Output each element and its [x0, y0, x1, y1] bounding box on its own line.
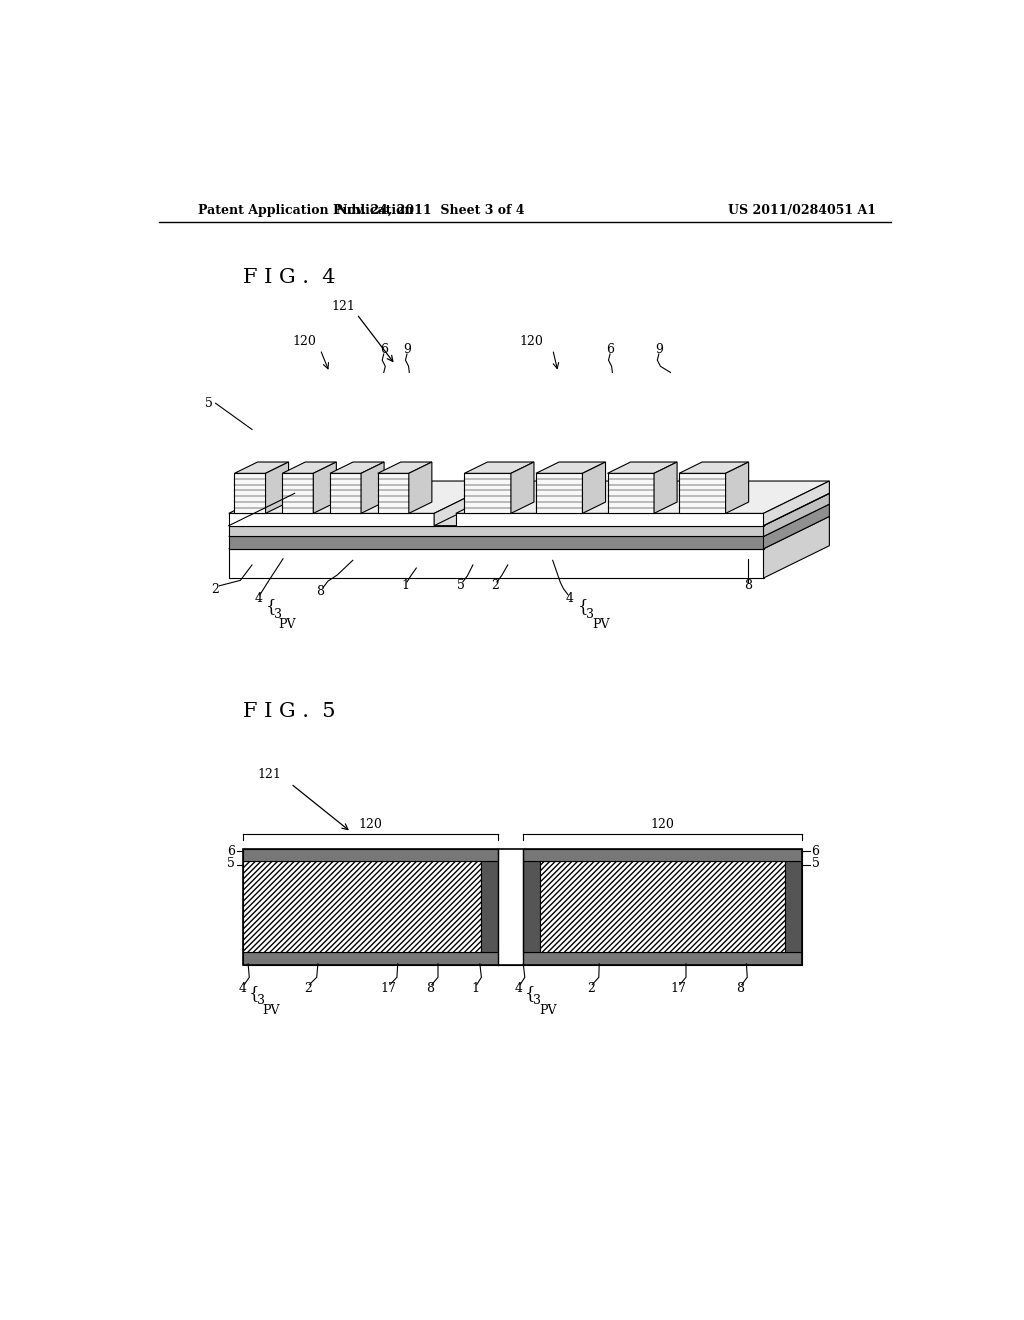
Polygon shape: [764, 480, 829, 525]
Text: 9: 9: [655, 343, 663, 356]
Text: 9: 9: [403, 343, 411, 356]
Polygon shape: [228, 513, 434, 525]
Polygon shape: [243, 861, 481, 952]
Text: 4: 4: [515, 982, 522, 995]
Polygon shape: [523, 861, 541, 952]
Polygon shape: [228, 480, 500, 513]
Text: 5: 5: [206, 397, 213, 409]
Polygon shape: [228, 525, 764, 536]
Polygon shape: [726, 462, 749, 513]
Text: 120: 120: [293, 335, 316, 348]
Polygon shape: [228, 516, 829, 549]
Polygon shape: [785, 861, 802, 952]
Polygon shape: [764, 504, 829, 549]
Text: 121: 121: [332, 300, 355, 313]
Polygon shape: [265, 462, 289, 513]
Polygon shape: [234, 462, 289, 474]
Text: 17: 17: [671, 982, 686, 995]
Polygon shape: [499, 849, 523, 965]
Text: 120: 120: [651, 818, 675, 832]
Polygon shape: [243, 849, 499, 861]
Text: {: {: [525, 985, 536, 1002]
Text: 6: 6: [606, 343, 614, 356]
Polygon shape: [243, 952, 802, 965]
Text: 120: 120: [519, 335, 543, 348]
Text: 4: 4: [565, 593, 573, 606]
Text: 121: 121: [257, 768, 281, 781]
Polygon shape: [409, 462, 432, 513]
Polygon shape: [583, 462, 605, 513]
Polygon shape: [378, 462, 432, 474]
Polygon shape: [378, 474, 409, 513]
Polygon shape: [764, 516, 829, 578]
Polygon shape: [481, 861, 499, 952]
Polygon shape: [234, 474, 265, 513]
Text: {: {: [266, 598, 276, 615]
Polygon shape: [456, 480, 829, 513]
Text: 5: 5: [227, 857, 234, 870]
Text: 6: 6: [380, 343, 388, 356]
Polygon shape: [679, 474, 726, 513]
Text: PV: PV: [592, 618, 609, 631]
Text: F I G .  4: F I G . 4: [243, 268, 335, 288]
Text: Nov. 24, 2011  Sheet 3 of 4: Nov. 24, 2011 Sheet 3 of 4: [336, 205, 524, 218]
Text: PV: PV: [279, 618, 296, 631]
Text: 1: 1: [471, 982, 479, 995]
Text: 6: 6: [227, 845, 234, 858]
Text: US 2011/0284051 A1: US 2011/0284051 A1: [728, 205, 877, 218]
Polygon shape: [330, 474, 361, 513]
Text: PV: PV: [262, 1003, 281, 1016]
Polygon shape: [536, 462, 605, 474]
Text: 3: 3: [273, 607, 282, 620]
Polygon shape: [541, 861, 785, 952]
Text: 6: 6: [812, 845, 819, 858]
Text: {: {: [249, 985, 260, 1002]
Text: F I G .  5: F I G . 5: [243, 702, 335, 721]
Polygon shape: [283, 462, 336, 474]
Text: PV: PV: [540, 1003, 557, 1016]
Polygon shape: [511, 462, 534, 513]
Polygon shape: [654, 462, 677, 513]
Text: 4: 4: [254, 593, 262, 606]
Polygon shape: [228, 549, 764, 578]
Text: 4: 4: [239, 982, 247, 995]
Polygon shape: [434, 480, 500, 525]
Text: 120: 120: [358, 818, 383, 832]
Text: 2: 2: [211, 583, 219, 597]
Text: 5: 5: [812, 857, 819, 870]
Text: Patent Application Publication: Patent Application Publication: [198, 205, 414, 218]
Text: 2: 2: [492, 579, 500, 593]
Polygon shape: [764, 494, 829, 536]
Text: 8: 8: [316, 585, 325, 598]
Polygon shape: [523, 849, 802, 861]
Polygon shape: [330, 462, 384, 474]
Text: 5: 5: [458, 579, 465, 593]
Text: 2: 2: [587, 982, 595, 995]
Text: 8: 8: [426, 982, 434, 995]
Polygon shape: [228, 536, 764, 549]
Polygon shape: [607, 462, 677, 474]
Text: 3: 3: [257, 994, 265, 1007]
Polygon shape: [228, 504, 829, 536]
Polygon shape: [465, 462, 534, 474]
Polygon shape: [465, 474, 511, 513]
Polygon shape: [283, 474, 313, 513]
Polygon shape: [679, 462, 749, 474]
Text: 8: 8: [744, 579, 752, 593]
Polygon shape: [607, 474, 654, 513]
Polygon shape: [456, 513, 764, 525]
Polygon shape: [313, 462, 336, 513]
Text: 1: 1: [401, 579, 410, 593]
Polygon shape: [228, 494, 829, 525]
Text: 2: 2: [304, 982, 311, 995]
Text: 17: 17: [381, 982, 396, 995]
Text: {: {: [578, 598, 588, 615]
Polygon shape: [361, 462, 384, 513]
Text: 8: 8: [736, 982, 744, 995]
Polygon shape: [536, 474, 583, 513]
Text: 3: 3: [586, 607, 594, 620]
Text: 3: 3: [534, 994, 542, 1007]
